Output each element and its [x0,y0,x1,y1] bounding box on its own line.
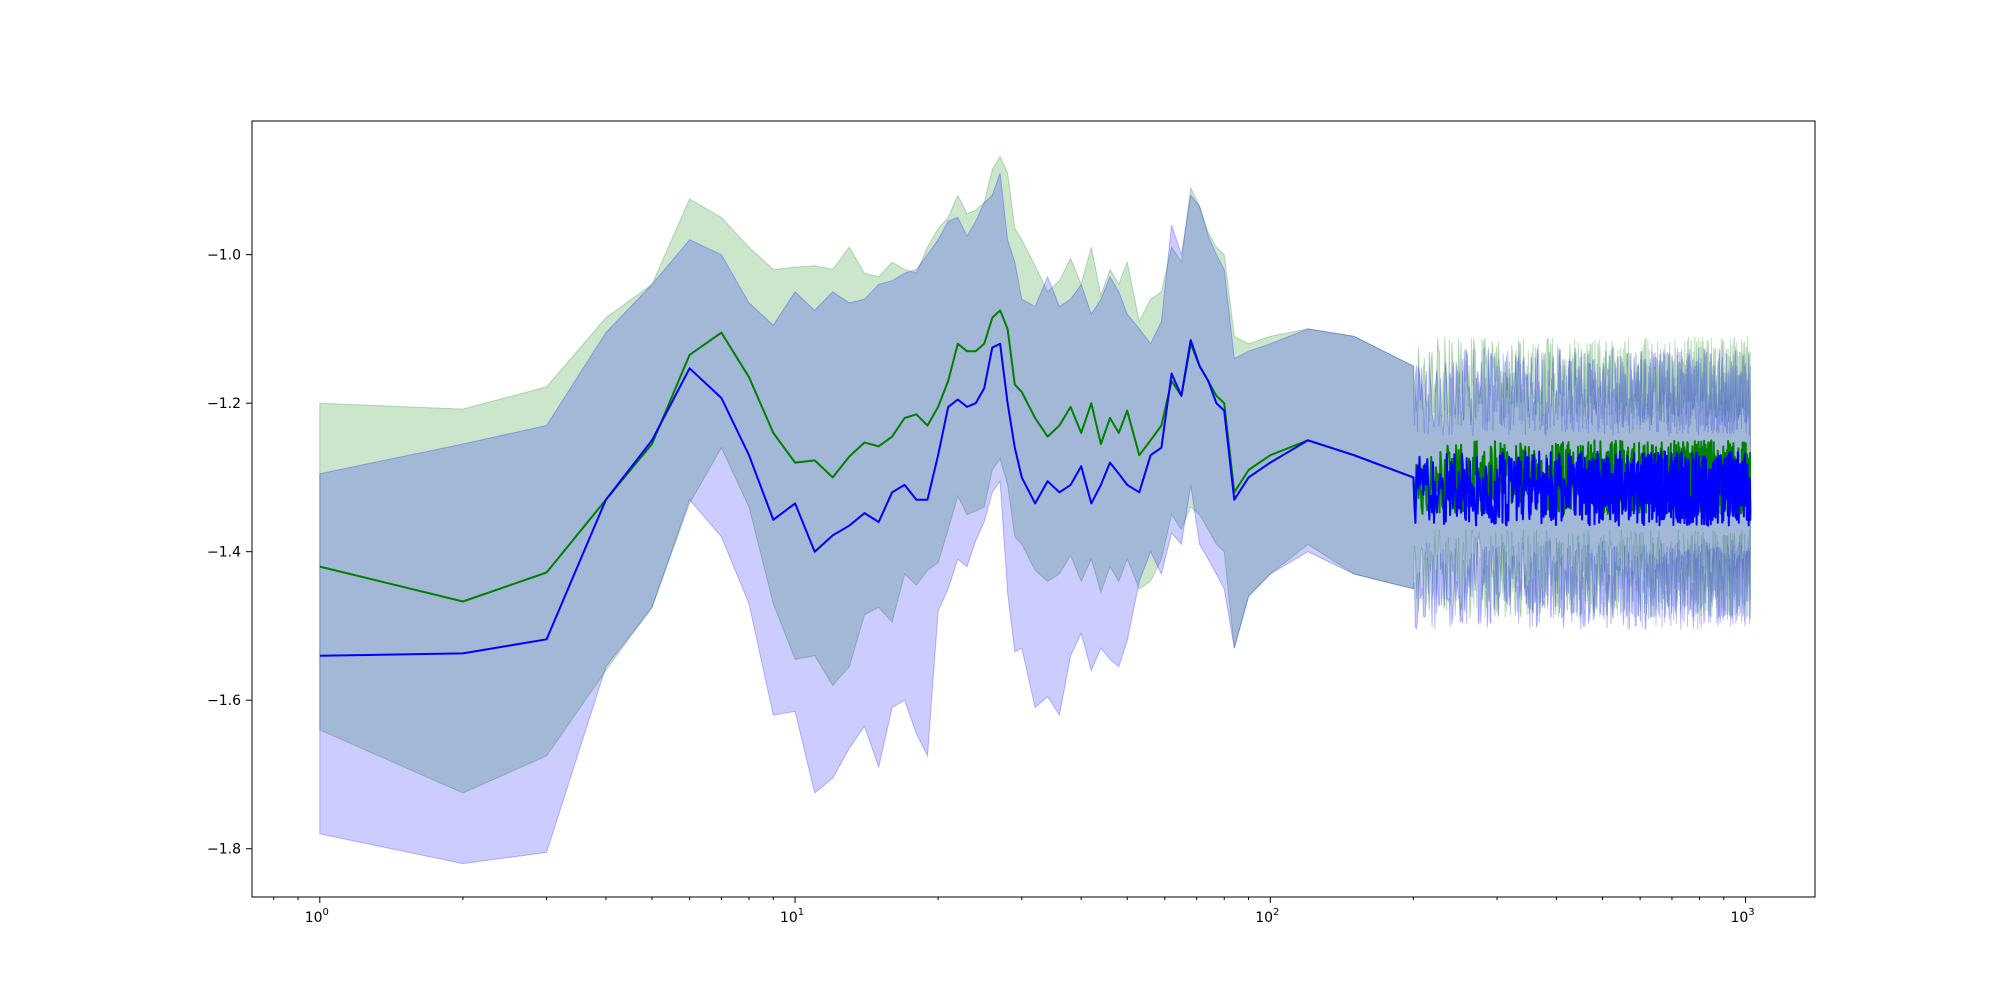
x-tick-label: 102 [1255,907,1279,926]
y-tick-label: −1.6 [207,693,241,709]
x-axis: 100 101 102 103 [273,897,1755,926]
confidence-band-2 [319,172,1751,865]
x-tick-label: 101 [780,907,804,926]
y-tick-label: −1.0 [207,248,241,264]
series-lines [319,309,1752,657]
y-tick-label: −1.4 [207,545,241,561]
x-tick-label: 103 [1730,907,1754,926]
y-axis: −1.0 −1.2 −1.4 −1.6 −1.8 [207,248,252,858]
confidence-bands [319,155,1751,865]
x-tick-label: 100 [305,907,329,926]
confidence-band-1 [319,155,1751,794]
y-tick-label: −1.2 [207,396,241,412]
series-line-2 [319,339,1752,657]
plot-frame [251,120,1816,898]
y-tick-label: −1.8 [207,842,241,858]
